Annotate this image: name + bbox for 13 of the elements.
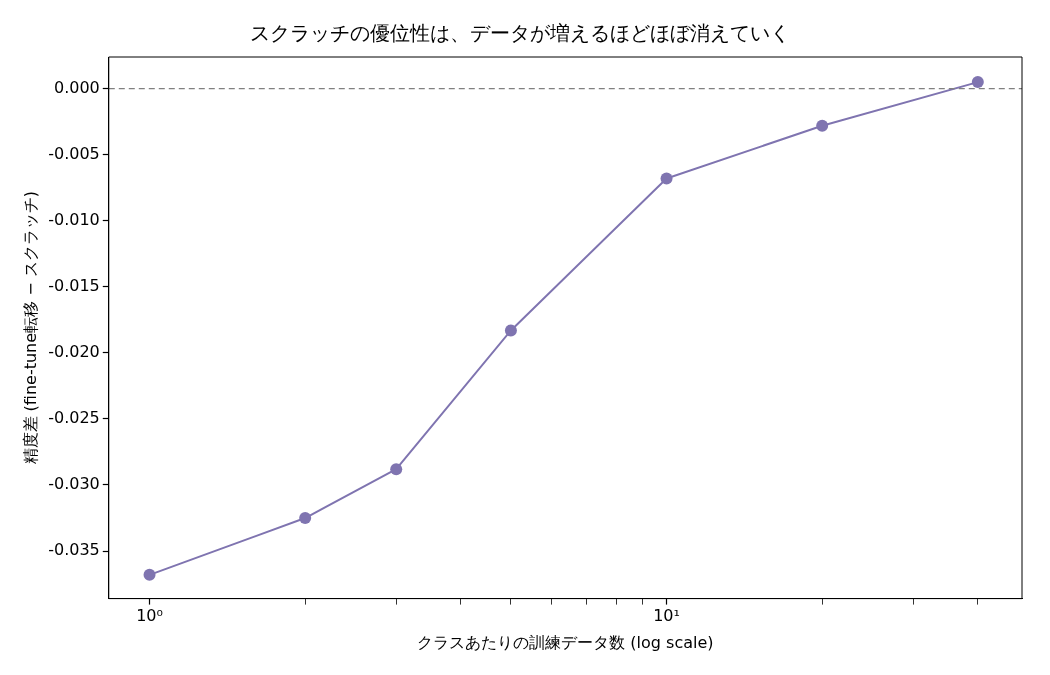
y-tick-label: -0.025	[48, 408, 100, 428]
y-tick-label: -0.030	[48, 474, 100, 494]
y-tick-label: -0.020	[48, 342, 100, 362]
y-tick-label: -0.015	[48, 276, 100, 296]
y-tick-label: -0.010	[48, 209, 100, 229]
x-tick-label: 10¹	[653, 606, 680, 626]
x-axis-title: クラスあたりの訓練データ数 (log scale)	[417, 632, 714, 652]
y-axis-title: 精度差 (fine-tune転移 − スクラッチ)	[20, 191, 40, 465]
y-tick-label: 0.000	[53, 77, 100, 97]
y-tick-label: -0.035	[48, 540, 100, 560]
x-tick-label: 10⁰	[136, 606, 163, 626]
y-tick-label: -0.005	[48, 143, 100, 163]
chart-title: スクラッチの優位性は、データが増えるほどほぼ消えていく	[250, 21, 790, 46]
